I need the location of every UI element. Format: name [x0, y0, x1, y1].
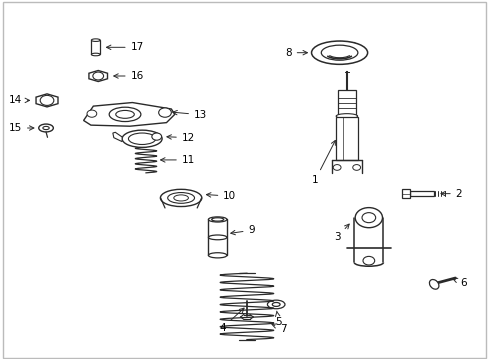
Ellipse shape [208, 235, 226, 240]
Text: 14: 14 [9, 95, 29, 105]
Text: 17: 17 [106, 42, 143, 52]
Text: 5: 5 [275, 311, 282, 327]
Circle shape [40, 95, 54, 105]
Ellipse shape [91, 39, 100, 41]
Text: 9: 9 [230, 225, 255, 235]
Ellipse shape [321, 45, 357, 60]
Circle shape [354, 208, 382, 228]
Polygon shape [83, 103, 174, 126]
Circle shape [332, 165, 340, 170]
Ellipse shape [335, 114, 357, 119]
Text: 1: 1 [311, 140, 335, 185]
Ellipse shape [311, 41, 367, 64]
Ellipse shape [167, 193, 194, 203]
Circle shape [152, 133, 161, 140]
Text: 8: 8 [285, 48, 307, 58]
Text: 10: 10 [206, 191, 236, 201]
Ellipse shape [267, 300, 285, 309]
Text: 6: 6 [452, 278, 466, 288]
Text: 15: 15 [9, 123, 34, 133]
Ellipse shape [109, 107, 141, 122]
Ellipse shape [39, 124, 53, 132]
FancyBboxPatch shape [91, 40, 100, 54]
FancyBboxPatch shape [337, 90, 355, 116]
Ellipse shape [211, 218, 223, 221]
Ellipse shape [122, 130, 162, 147]
Ellipse shape [208, 253, 226, 258]
Text: 4: 4 [219, 308, 244, 333]
Ellipse shape [116, 111, 134, 118]
Text: 16: 16 [114, 71, 143, 81]
Ellipse shape [208, 217, 226, 222]
Circle shape [93, 72, 103, 80]
Circle shape [362, 256, 374, 265]
Text: 7: 7 [271, 324, 286, 334]
Text: 2: 2 [440, 189, 462, 199]
Text: 3: 3 [333, 224, 348, 242]
Circle shape [352, 165, 360, 170]
Circle shape [158, 108, 171, 117]
Ellipse shape [43, 126, 49, 130]
Ellipse shape [91, 53, 100, 56]
FancyBboxPatch shape [401, 189, 409, 198]
Ellipse shape [272, 302, 280, 306]
Text: 12: 12 [166, 133, 195, 143]
Ellipse shape [173, 195, 188, 201]
Polygon shape [89, 71, 107, 81]
Text: 13: 13 [172, 110, 207, 120]
Circle shape [361, 213, 375, 223]
Ellipse shape [428, 279, 438, 289]
FancyBboxPatch shape [335, 117, 357, 160]
Ellipse shape [160, 189, 202, 207]
Ellipse shape [128, 133, 156, 144]
Circle shape [87, 110, 97, 117]
Text: 11: 11 [160, 155, 195, 165]
FancyBboxPatch shape [409, 191, 433, 197]
Polygon shape [36, 94, 58, 107]
Polygon shape [113, 132, 122, 141]
